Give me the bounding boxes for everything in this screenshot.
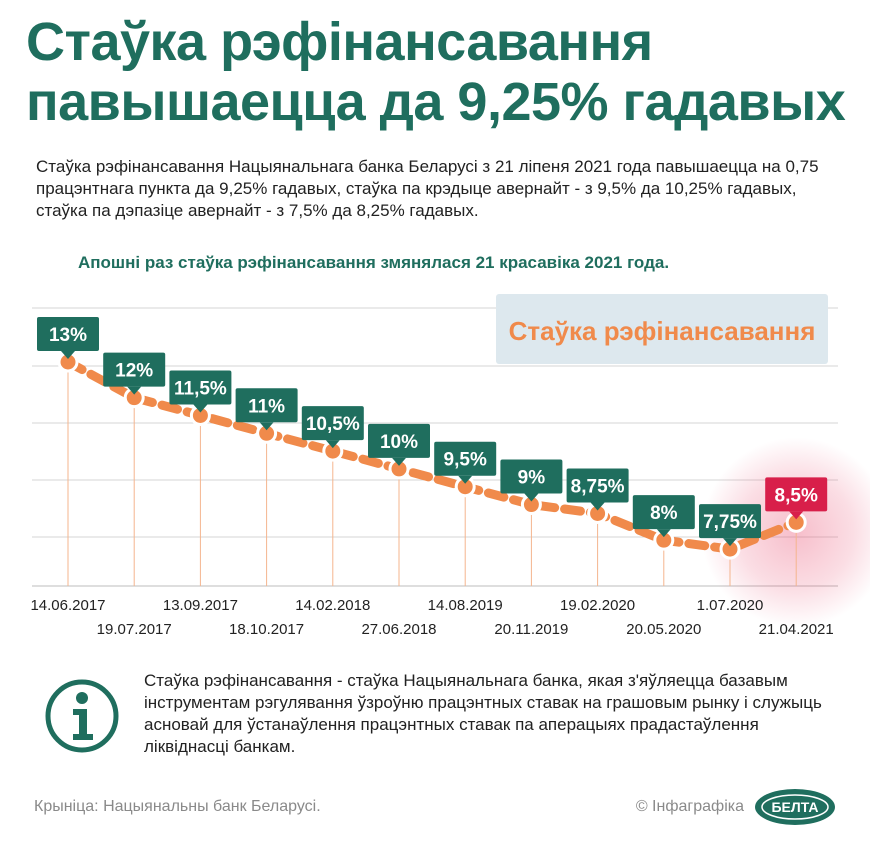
x-tick-label-3: 18.10.2017: [229, 621, 304, 638]
chart-title: Стаўка рэфінансавання: [509, 316, 816, 346]
page-title: Стаўка рэфінансавання павышаецца да 9,25…: [26, 12, 846, 132]
x-tick-label-0: 14.06.2017: [30, 597, 105, 614]
rate-chart: Стаўка рэфінансавання 13% 12% 11,5% 11% 10,5%…: [30, 294, 870, 638]
label-box-1: [103, 352, 166, 387]
data-label-5: 10%: [380, 432, 418, 453]
x-tick-label-2: 13.09.2017: [163, 597, 238, 614]
data-label-2: 11,5%: [174, 378, 227, 399]
x-tick-label-11: 21.04.2021: [759, 621, 834, 638]
data-label-0: 13%: [49, 325, 87, 346]
info-icon: [45, 679, 119, 753]
data-label-7: 9%: [518, 468, 546, 489]
data-label-10: 7,75%: [703, 512, 757, 533]
label-box-6: [434, 441, 497, 476]
x-tick-label-9: 20.05.2020: [626, 621, 701, 638]
data-label-9: 8%: [650, 503, 678, 524]
info-box: Стаўка рэфінансавання - стаўка Нацыяналь…: [16, 662, 836, 774]
label-box-3: [235, 388, 298, 423]
label-pointer-5: [392, 457, 406, 466]
x-tick-label-10: 1.07.2020: [697, 597, 764, 614]
label-box-5: [368, 423, 430, 458]
series-line: [63, 357, 801, 554]
label-pointer-8: [590, 502, 605, 511]
info-text: Стаўка рэфінансавання - стаўка Нацыяналь…: [144, 671, 822, 756]
data-label-6: 9,5%: [444, 450, 487, 471]
data-label-1: 12%: [115, 361, 153, 382]
x-tick-label-1: 19.07.2017: [97, 621, 172, 638]
data-label-4: 10,5%: [306, 414, 360, 435]
chart-title-box: [496, 294, 828, 364]
data-label-8: 8,75%: [571, 476, 625, 497]
label-pointer-7: [524, 493, 539, 502]
data-label-3: 11%: [248, 396, 285, 417]
x-tick-label-4: 14.02.2018: [295, 597, 370, 614]
label-box-10: [699, 504, 761, 539]
data-label-11: 8,5%: [775, 485, 818, 506]
title-line-2: павышаецца да 9,25% гадавых: [26, 72, 846, 132]
label-pointer-11: [789, 511, 804, 520]
x-tick-label-6: 14.08.2019: [428, 597, 503, 614]
x-tick-label-8: 19.02.2020: [560, 597, 635, 614]
label-box-9: [632, 495, 695, 530]
source-note: Крыніца: Нацыянальны банк Беларусі.: [34, 798, 321, 815]
label-pointer-3: [259, 422, 274, 431]
label-pointer-6: [458, 475, 473, 484]
lead-paragraph: Стаўка рэфінансавання Нацыянальнага банк…: [36, 157, 819, 220]
x-tick-label-5: 27.06.2018: [361, 621, 436, 638]
label-box-11: [765, 477, 828, 512]
label-box-4: [301, 406, 364, 441]
highlight-glow: [701, 437, 870, 628]
belta-logo: БЕЛТА: [755, 789, 835, 825]
credit-note: © Інфаграфіка: [635, 798, 744, 815]
x-tick-label-7: 20.11.2019: [494, 621, 568, 638]
label-box-7: [500, 459, 563, 494]
title-line-1: Стаўка рэфінансавання: [26, 12, 653, 72]
label-pointer-2: [193, 404, 208, 413]
last-change-note: Апошні раз стаўка рэфінансавання змяняла…: [78, 253, 670, 272]
label-pointer-1: [127, 386, 142, 395]
label-box-8: [566, 468, 629, 503]
label-pointer-4: [325, 440, 340, 449]
label-box-0: [37, 317, 99, 351]
label-box-2: [169, 370, 232, 405]
label-pointer-10: [723, 538, 737, 547]
logo-text: БЕЛТА: [771, 799, 818, 815]
label-pointer-0: [61, 351, 75, 359]
label-pointer-9: [656, 529, 671, 538]
